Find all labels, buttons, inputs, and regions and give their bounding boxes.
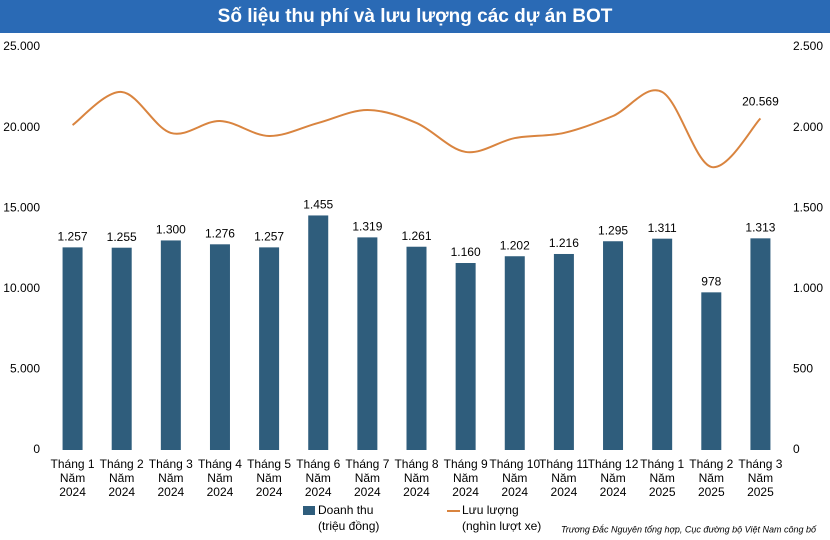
x-tick-label: 2024 (157, 485, 184, 499)
data-label: 1.276 (205, 226, 235, 240)
data-label: 1.261 (401, 229, 431, 243)
chart-title: Số liệu thu phí và lưu lượng các dự án B… (218, 6, 613, 27)
x-tick-label: 2024 (305, 485, 332, 499)
x-tick-label: Năm (306, 471, 331, 485)
bar (455, 263, 476, 450)
bar (504, 256, 525, 450)
x-tick-label: 2024 (452, 485, 479, 499)
x-tick-label: Tháng 1 (640, 457, 684, 471)
x-tick-label: Năm (748, 471, 773, 485)
x-tick-label: Năm (600, 471, 625, 485)
legend-label: (nghìn lượt xe) (462, 519, 541, 533)
data-label: 1.257 (58, 230, 88, 244)
x-tick-label: Năm (207, 471, 232, 485)
x-tick-label: Năm (551, 471, 576, 485)
legend-label: Doanh thu (318, 503, 373, 517)
data-label: 1.300 (156, 223, 186, 237)
y-tick-label: 15.000 (3, 200, 40, 214)
y2-tick-label: 500 (793, 362, 813, 376)
data-label: 1.319 (352, 220, 382, 234)
x-tick-label: 2024 (403, 485, 430, 499)
x-tick-label: Tháng 1 (51, 457, 95, 471)
legend-label: Lưu lượng (462, 503, 519, 517)
x-tick-label: Năm (109, 471, 134, 485)
x-tick-label: 2025 (649, 485, 676, 499)
data-label: 978 (701, 275, 721, 289)
x-tick-label: 2025 (698, 485, 725, 499)
x-tick-label: Tháng 8 (394, 457, 438, 471)
x-tick-label: Năm (453, 471, 478, 485)
x-tick-label: Năm (60, 471, 85, 485)
y-tick-label: 20.000 (3, 120, 40, 134)
y-tick-label: 0 (33, 442, 40, 456)
line (71, 89, 762, 168)
bar (209, 244, 230, 450)
x-tick-label: 2024 (59, 485, 86, 499)
x-tick-label: Tháng 5 (247, 457, 291, 471)
x-tick-label: Tháng 11 (539, 457, 589, 471)
x-tick-label: Tháng 2 (689, 457, 733, 471)
y2-tick-label: 2.500 (793, 39, 823, 53)
x-tick-label: 2025 (747, 485, 774, 499)
title-banner (0, 0, 830, 33)
bar (357, 237, 378, 450)
x-tick-label: Tháng 4 (198, 457, 242, 471)
x-tick-label: Năm (158, 471, 183, 485)
bar (259, 247, 280, 450)
bar (553, 253, 574, 450)
x-tick-label: Năm (649, 471, 674, 485)
data-label: 1.295 (598, 223, 628, 237)
bar (111, 247, 132, 450)
data-label: 1.160 (451, 245, 481, 259)
y2-tick-label: 2.000 (793, 120, 823, 134)
source-note: Trương Đắc Nguyên tổng hợp, Cục đường bộ… (561, 524, 817, 534)
x-tick-label: Tháng 3 (149, 457, 193, 471)
y2-tick-label: 1.000 (793, 281, 823, 295)
y-tick-label: 5.000 (10, 362, 40, 376)
x-tick-label: Tháng 12 (588, 457, 639, 471)
x-tick-label: Năm (355, 471, 380, 485)
bar (62, 247, 83, 450)
x-tick-label: 2024 (600, 485, 627, 499)
x-tick-label: Tháng 9 (444, 457, 488, 471)
x-tick-label: Năm (404, 471, 429, 485)
data-label: 1.216 (549, 236, 579, 250)
data-label: 20.569 (742, 95, 779, 109)
x-tick-label: Tháng 2 (100, 457, 144, 471)
data-label: 1.202 (500, 238, 530, 252)
legend-swatch (303, 506, 315, 515)
x-tick-label: Tháng 6 (296, 457, 340, 471)
data-label: 1.313 (745, 221, 775, 235)
x-tick-label: 2024 (207, 485, 234, 499)
legend-label: (triệu đồng) (318, 519, 379, 533)
x-tick-label: 2024 (256, 485, 283, 499)
data-label: 1.255 (107, 230, 137, 244)
data-label: 1.257 (254, 230, 284, 244)
x-tick-label: Tháng 10 (489, 457, 540, 471)
bar (701, 292, 722, 450)
data-label: 1.455 (303, 198, 333, 212)
x-tick-label: Năm (699, 471, 724, 485)
x-tick-label: Năm (502, 471, 527, 485)
y2-tick-label: 1.500 (793, 200, 823, 214)
bar (603, 241, 624, 450)
x-tick-label: 2024 (551, 485, 578, 499)
y2-tick-label: 0 (793, 442, 800, 456)
bar (308, 215, 329, 450)
x-tick-label: Tháng 3 (738, 457, 782, 471)
bar (406, 246, 427, 450)
x-tick-label: 2024 (108, 485, 135, 499)
x-tick-label: Năm (256, 471, 281, 485)
bar (160, 240, 181, 450)
x-tick-label: 2024 (354, 485, 381, 499)
bar (652, 238, 673, 450)
x-tick-label: 2024 (501, 485, 528, 499)
bar (750, 238, 771, 450)
y-tick-label: 25.000 (3, 39, 40, 53)
y-tick-label: 10.000 (3, 281, 40, 295)
x-tick-label: Tháng 7 (345, 457, 389, 471)
data-label: 1.311 (648, 221, 677, 235)
